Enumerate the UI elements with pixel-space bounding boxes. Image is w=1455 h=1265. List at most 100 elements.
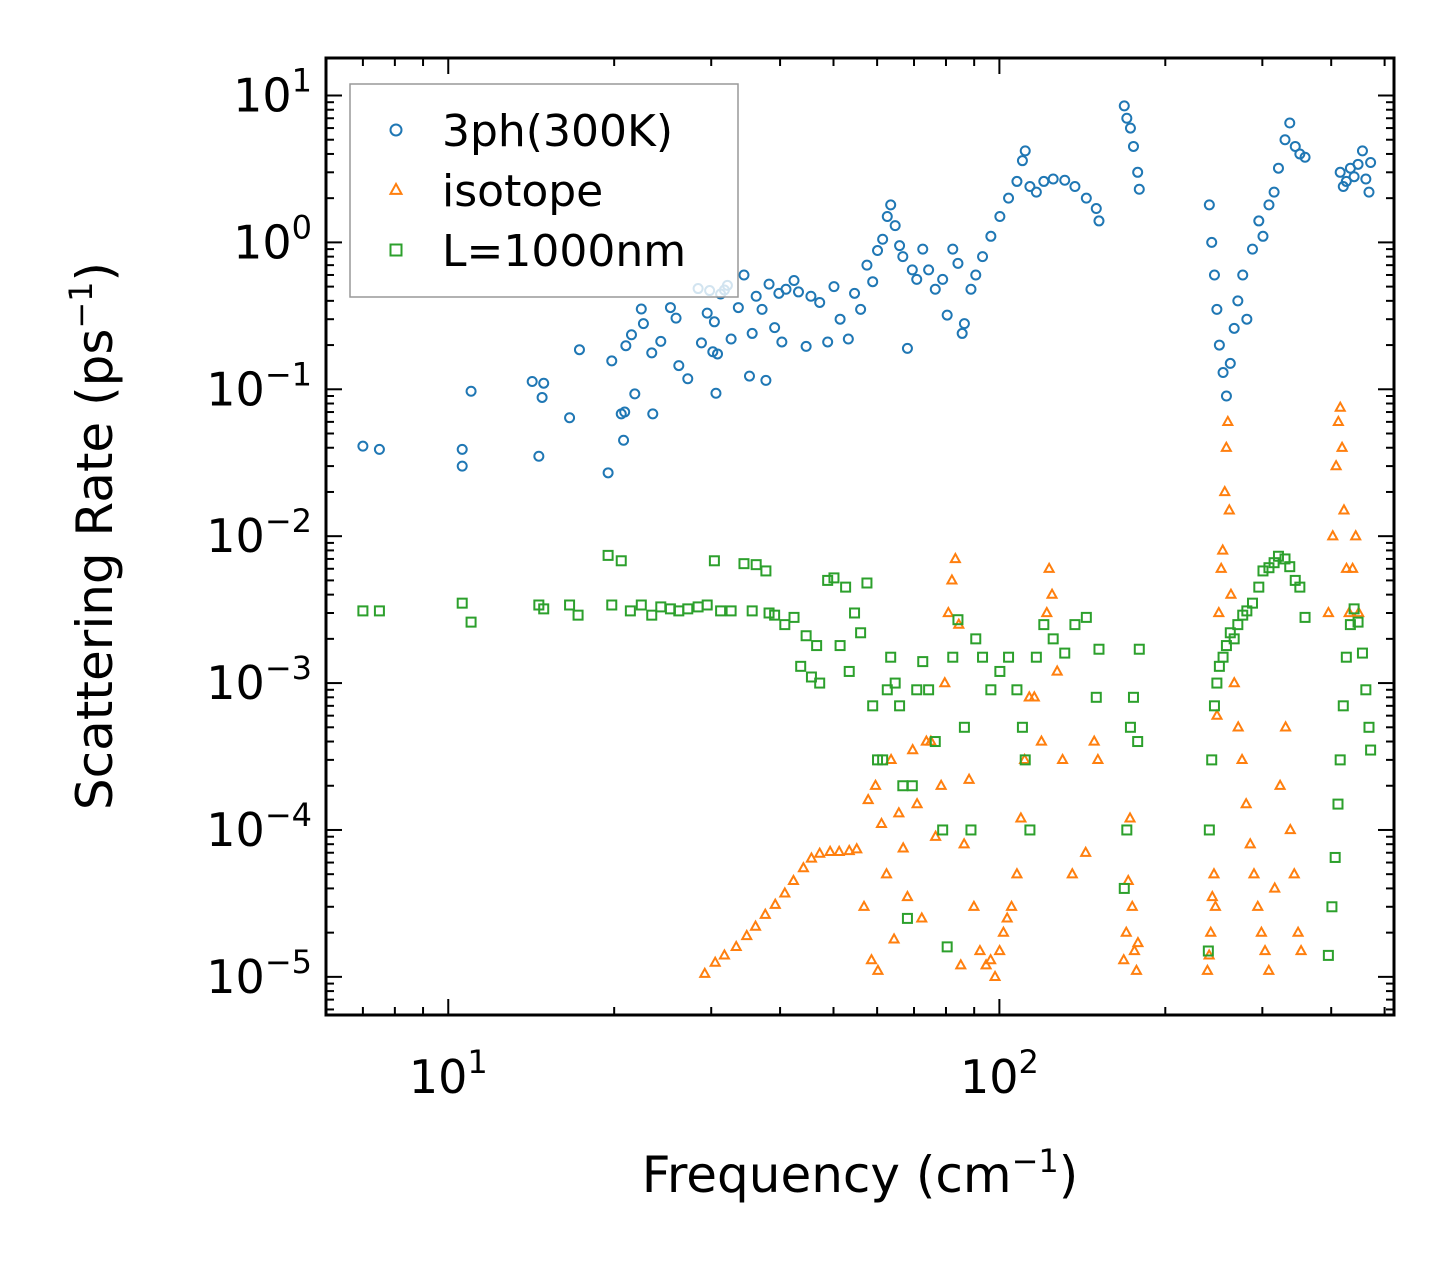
data-point (849, 607, 861, 619)
data-point (1322, 605, 1335, 618)
data-point (743, 370, 755, 382)
data-point (1268, 881, 1281, 893)
data-point (1079, 845, 1092, 857)
data-point (956, 327, 968, 339)
data-point (1214, 561, 1228, 573)
data-point (624, 605, 636, 617)
data-point (1047, 633, 1059, 645)
data-point (1130, 963, 1143, 975)
data-point (708, 555, 720, 567)
data-point (867, 276, 879, 288)
data-point (967, 899, 981, 911)
y-axis-label: Scattering Rate (ps−1) (62, 262, 124, 810)
data-point (1337, 503, 1351, 515)
legend: 3ph(300K) isotope L=1000nm (349, 83, 739, 298)
data-point (1056, 752, 1069, 765)
data-point (1363, 721, 1375, 733)
data-point (763, 607, 775, 619)
data-point (1291, 925, 1305, 937)
legend-marker (388, 181, 404, 195)
data-point (1206, 754, 1218, 766)
y-tick-label: 10−1 (206, 355, 312, 416)
data-point (1279, 134, 1291, 146)
data-point (1239, 797, 1253, 809)
data-point (1232, 295, 1244, 307)
data-point (1246, 243, 1258, 255)
data-point (760, 374, 772, 386)
y-tick-label: 10−5 (206, 943, 312, 1004)
data-point (1000, 911, 1014, 923)
data-point (1213, 339, 1225, 351)
data-point (725, 333, 737, 345)
data-point (695, 337, 707, 349)
data-point (1038, 175, 1050, 187)
data-point (1344, 619, 1356, 631)
data-point (357, 440, 369, 452)
data-point (949, 551, 962, 564)
data-point (1069, 619, 1081, 631)
data-point (795, 660, 807, 672)
data-point (760, 565, 772, 577)
data-point (1247, 867, 1261, 879)
data-point (1202, 945, 1214, 957)
data-point (725, 605, 737, 617)
legend-label: L=1000nm (442, 226, 686, 277)
data-point (1131, 936, 1145, 948)
legend-marker (389, 123, 403, 137)
data-point (1209, 899, 1222, 911)
data-point (1356, 145, 1368, 157)
data-point (620, 340, 632, 352)
data-point (1334, 754, 1346, 766)
data-point (1218, 484, 1231, 497)
data-point (1011, 175, 1023, 187)
data-point (357, 605, 369, 617)
data-point (1348, 603, 1360, 615)
data-point (776, 336, 788, 348)
data-point (1208, 269, 1220, 281)
data-point (1340, 651, 1352, 663)
data-point (538, 603, 550, 615)
data-point (646, 609, 658, 621)
data-point (682, 603, 694, 615)
data-point (1342, 605, 1356, 618)
data-point (564, 412, 576, 424)
data-point (655, 335, 667, 347)
data-point (1335, 440, 1349, 452)
data-point (373, 443, 385, 455)
data-point (877, 233, 889, 245)
data-point (894, 700, 906, 712)
data-point (984, 953, 997, 965)
data-point (1126, 899, 1139, 911)
data-point (602, 467, 614, 479)
data-point (756, 303, 768, 315)
data-point (994, 665, 1006, 677)
data-point (1363, 186, 1375, 198)
data-point (1294, 581, 1306, 593)
data-point (1288, 867, 1301, 879)
data-point (947, 651, 959, 663)
data-point (1284, 561, 1296, 573)
data-point (1346, 561, 1359, 573)
data-point (1132, 166, 1144, 178)
data-point (1016, 155, 1028, 167)
data-point (814, 677, 826, 689)
data-point (834, 640, 846, 652)
data-point (536, 391, 548, 403)
data-point (958, 318, 970, 330)
data-point (997, 925, 1010, 937)
data-point (834, 313, 846, 325)
data-point (965, 283, 977, 295)
data-point (1040, 605, 1053, 618)
data-point (1322, 949, 1334, 961)
data-point (1050, 664, 1064, 676)
data-point (884, 752, 898, 765)
data-point (1120, 925, 1133, 937)
data-point (1047, 173, 1059, 185)
data-point (897, 780, 909, 792)
data-point (1035, 734, 1048, 746)
data-point (769, 322, 781, 334)
data-point (843, 665, 855, 677)
data-point (855, 303, 867, 315)
data-point (1208, 700, 1220, 712)
data-point (1349, 529, 1362, 541)
